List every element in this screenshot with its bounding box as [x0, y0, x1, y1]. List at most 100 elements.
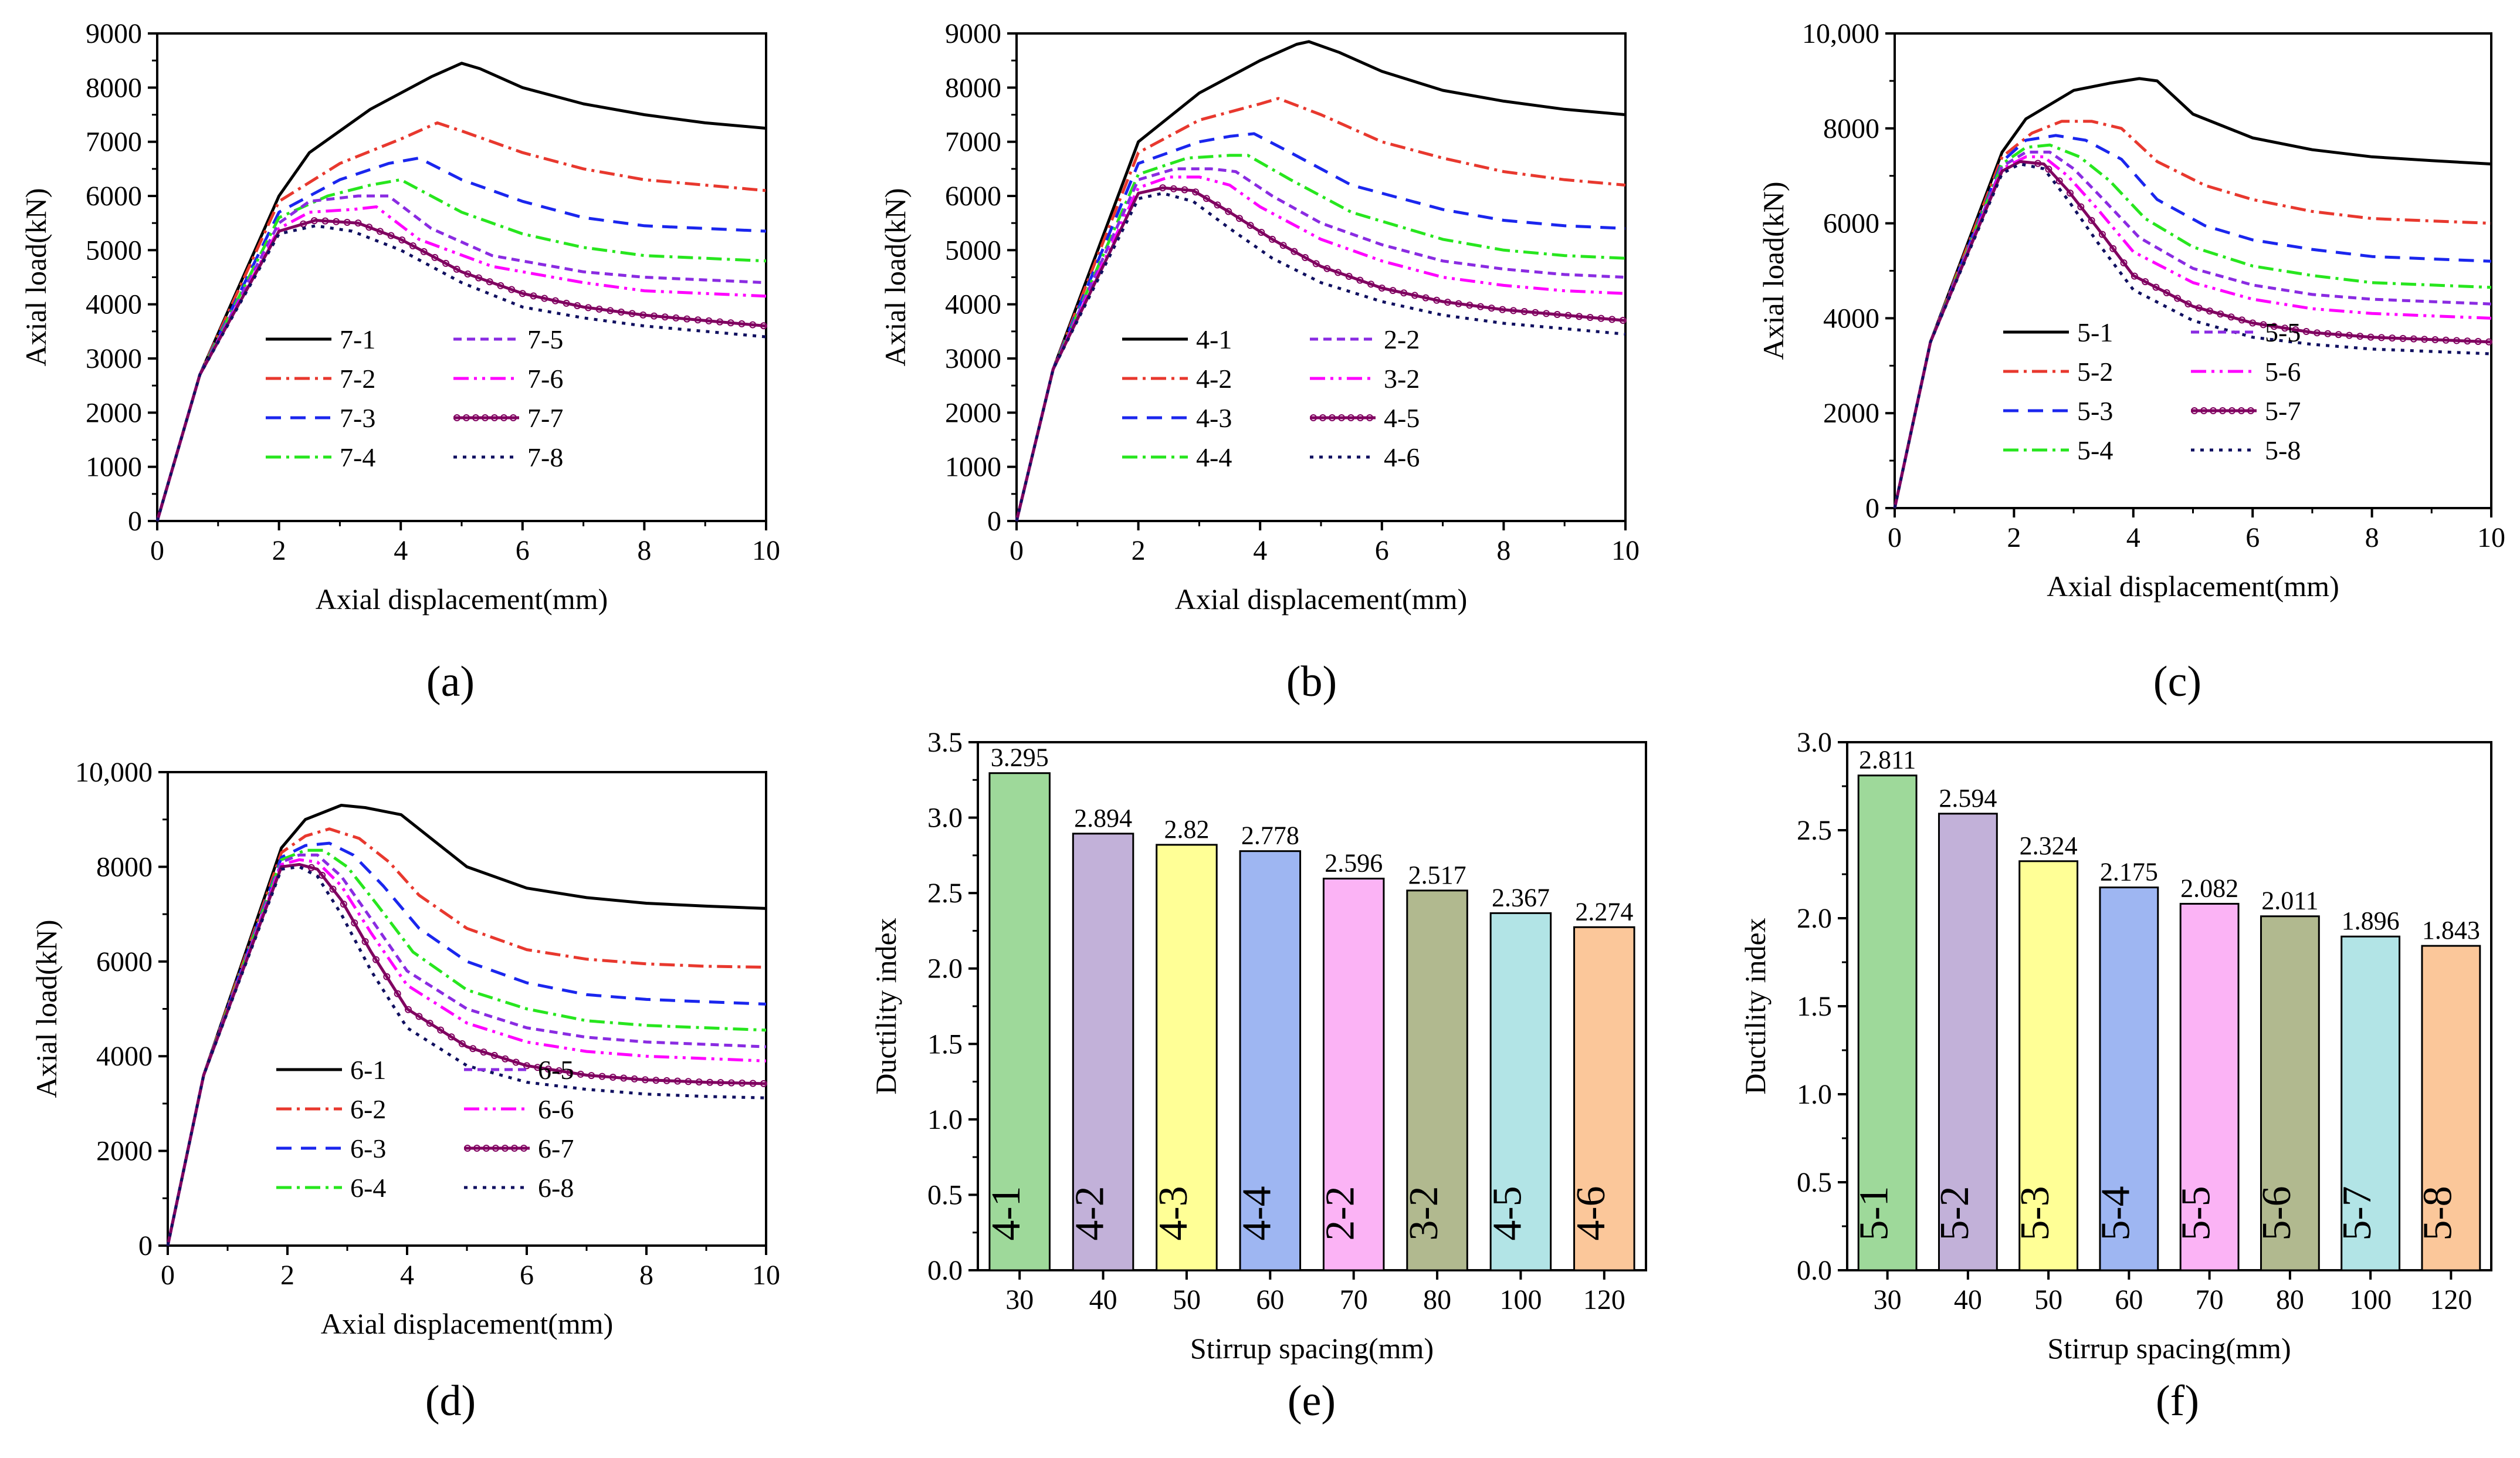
series-line-6-2 [166, 827, 767, 1246]
series-marker [706, 1078, 714, 1086]
y-tick-label: 2000 [86, 397, 142, 428]
series-marker [641, 1076, 649, 1084]
x-tick-label: 2 [2007, 522, 2021, 553]
bar-4-6 [1573, 926, 1635, 1271]
legend: 4-1 2-2 4-2 3-2 4-3 4-5 4-4 4-6 [1122, 324, 1420, 472]
series-marker [1608, 316, 1616, 323]
x-tick-label: 6 [2245, 522, 2260, 553]
series-marker [2131, 272, 2138, 280]
legend-label: 6-4 [350, 1173, 386, 1203]
bar-5-3 [2018, 860, 2079, 1271]
y-tick-label: 6000 [945, 181, 1001, 212]
panel-label-a: (a) [426, 658, 475, 706]
series-line-5-4 [1893, 143, 2492, 509]
series-marker [551, 297, 559, 305]
series-marker [365, 224, 373, 231]
bar-value-label: 1.843 [2422, 916, 2480, 945]
y-tick-label: 3000 [945, 343, 1001, 374]
legend-marker [1338, 414, 1345, 421]
bar-value-label: 1.896 [2342, 906, 2400, 935]
series-marker [431, 253, 439, 261]
legend-marker [463, 414, 470, 421]
series-marker [1476, 303, 1484, 310]
bar-name-label: 4-6 [1569, 1186, 1614, 1240]
series-marker [620, 1074, 628, 1082]
series-marker [1345, 273, 1353, 280]
series-marker [2217, 310, 2224, 318]
y-axis-label: Axial load(kN) [879, 188, 912, 366]
legend-label: 4-2 [1196, 364, 1232, 394]
series-marker [480, 1048, 487, 1056]
chart-a: 0 1000 2000 3000 4000 5000 6000 7000 8000 9000 Axi… [19, 18, 780, 615]
series-marker [683, 315, 691, 323]
series-line-3-2 [1015, 175, 1626, 522]
series-line-5-8 [1893, 163, 2492, 509]
y-tick-label: 7000 [86, 127, 142, 158]
series-line-5-7 [1893, 160, 2492, 509]
legend-label: 7-4 [340, 442, 375, 472]
y-tick-label: 3000 [86, 343, 142, 374]
legend-marker [1357, 414, 1364, 421]
series-line-5-5 [1893, 150, 2492, 509]
series-marker [2421, 336, 2428, 343]
series-marker [361, 938, 369, 945]
y-tick-label: 0 [138, 1230, 153, 1261]
legend-label: 7-2 [340, 364, 375, 394]
series-marker [343, 218, 351, 226]
x-tick-label: 4 [1253, 535, 1267, 566]
series-marker [1564, 312, 1572, 319]
series-marker [1433, 296, 1441, 304]
series-marker [2238, 316, 2245, 324]
series-line-6-3 [166, 841, 767, 1246]
series-marker [584, 304, 592, 312]
series-marker [617, 308, 625, 316]
y-tick-label: 5000 [86, 235, 142, 266]
series-marker [2356, 333, 2364, 340]
series-marker [2324, 330, 2332, 337]
series-marker [1543, 310, 1550, 317]
series-marker [1586, 314, 1594, 322]
series-marker [2120, 259, 2128, 267]
bar-value-label: 3.295 [991, 743, 1049, 772]
series-marker [2464, 337, 2471, 345]
series-marker [1323, 265, 1331, 272]
series-line-4-1 [1015, 40, 1626, 522]
legend-label: 5-6 [2265, 357, 2301, 387]
series-marker [2077, 203, 2085, 211]
series-marker [2377, 334, 2385, 341]
y-tick-label: 2.5 [1797, 815, 1832, 846]
panel-label-d: (d) [425, 1377, 476, 1425]
legend-label: 5-7 [2265, 396, 2301, 426]
series-marker [607, 307, 614, 314]
legend-marker [492, 1145, 499, 1152]
legend-label: 4-1 [1196, 324, 1232, 354]
series-marker [1225, 208, 1232, 215]
series-line-7-1 [155, 62, 767, 522]
series-marker [2045, 165, 2052, 173]
series-marker [1356, 276, 1364, 284]
legend-marker [483, 1145, 490, 1152]
series-marker [1203, 195, 1210, 202]
series-marker [321, 217, 329, 225]
y-tick-label: 8000 [96, 851, 153, 882]
x-tick-label: 60 [2115, 1284, 2143, 1315]
series-marker [652, 1077, 660, 1084]
series-marker [486, 278, 493, 286]
legend-label: 6-3 [350, 1134, 386, 1163]
legend: 6-1 6-5 6-2 6-6 6-3 6-7 6-4 6-8 [276, 1055, 574, 1203]
series-line-7-7 [155, 219, 767, 522]
x-tick-label: 0 [1888, 522, 1902, 553]
legend-label: 4-4 [1196, 442, 1232, 472]
series-marker [458, 1040, 466, 1047]
chart-d: 0 2000 4000 6000 8000 10,000 Axial load(kN) Axi… [30, 757, 780, 1340]
y-tick-label: 4000 [945, 289, 1001, 320]
series-marker [351, 919, 358, 926]
series-marker [2410, 335, 2417, 343]
legend-marker [2238, 407, 2245, 414]
series-marker [415, 1013, 423, 1020]
bar-name-label: 5-8 [2415, 1186, 2460, 1240]
series-marker [2034, 160, 2042, 167]
x-tick-label: 100 [1499, 1284, 1542, 1315]
series-marker [2314, 329, 2321, 337]
series-marker [556, 1067, 563, 1075]
